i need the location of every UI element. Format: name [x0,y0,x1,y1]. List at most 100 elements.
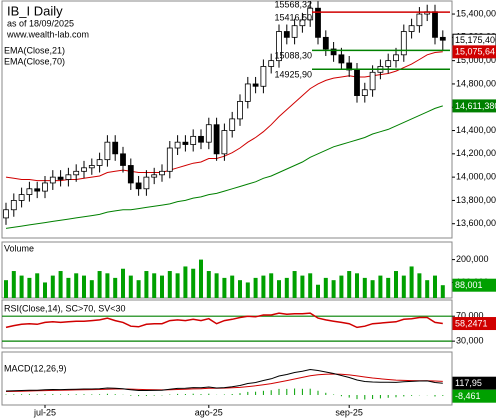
candle-body [276,31,282,62]
value-box [452,317,496,331]
candle-body [244,83,251,102]
candle-body [213,124,220,155]
y-tick-label: 13,800,000 [456,195,496,205]
candle-body [18,194,25,201]
candle-body [182,141,189,145]
volume-bar [409,266,414,298]
candle-body [322,36,329,50]
value-box [452,389,496,403]
candle-body [260,66,267,87]
volume-bar [97,271,102,298]
candle-body [393,54,399,62]
value-box-label: 117,95 [455,378,482,388]
volume-bar [128,275,133,298]
volume-bar [66,277,71,298]
candle-body [361,89,368,96]
volume-bar [160,275,164,298]
volume-bar [113,277,118,298]
volume-bar [362,277,367,298]
panel-frame [1,0,453,239]
volume-bar [347,271,352,298]
volume-bar [284,277,289,298]
panel-title: RSI(Close,14), SC>70, SV<30 [4,303,126,313]
volume-bar [183,266,188,298]
volume-bar [425,280,430,298]
value-box [452,278,496,292]
candle-body [237,101,243,120]
volume-bar [440,285,445,298]
candle-body [432,11,438,38]
chart-title: IB_I Daily [7,3,63,18]
candle-body [166,147,173,172]
candle-body [3,209,9,219]
candle-body [120,153,126,166]
volume-bar [331,280,336,298]
y-tick-label: 13,600,000 [456,218,496,228]
volume-bar [370,280,375,298]
volume-bar [238,280,242,298]
volume-bar [316,284,320,298]
value-box-label: 58,2471 [455,318,488,328]
candle-body [174,141,181,149]
candle-body [127,165,134,184]
candle-body [330,48,337,56]
panel-frame [1,351,453,406]
volume-bar [89,280,94,298]
y-tick-label: 15,400,000 [456,8,496,18]
candle-body [315,7,321,38]
volume-bar [121,268,125,298]
volume-bar [199,259,203,298]
level-label: 15088,30 [274,51,312,61]
value-box [452,45,496,59]
macd-line [5,368,443,392]
peak-label: 15568,32 [274,0,312,9]
candle-body [135,182,142,190]
y-tick-label: 15,000,000 [456,55,496,65]
source: www.wealth-lab.com [6,29,89,39]
panel-frame [1,241,453,299]
candle-body [104,141,111,161]
level-label: 15416,50 [274,12,312,22]
y-tick-label: 200,000 [456,254,489,264]
volume-bar [4,280,8,298]
candle-body [65,174,72,180]
candle-body [416,13,423,27]
candle-body [73,170,80,176]
volume-bar [417,273,422,298]
rsi-line [5,312,443,329]
volume-bar [206,271,211,298]
volume-bar [167,271,172,298]
candle-body [221,130,228,155]
y-tick-label: 14,400,000 [456,125,496,135]
volume-bar [175,273,180,298]
value-box [452,99,496,113]
candle-body [34,188,41,192]
x-tick-label: sep-25 [335,407,363,417]
value-box-label: 88,001 [455,280,483,290]
panel-title: Volume [4,243,34,253]
candle-body [408,25,415,32]
volume-bar [152,273,157,298]
candle-body [190,135,197,145]
volume-bar [308,273,313,298]
volume-bar [35,273,40,298]
panel-frame [1,299,453,349]
volume-bar [269,273,274,298]
legend-entry: EMA(Close,70) [4,56,65,66]
volume-bar [11,271,16,298]
volume-bar [323,277,328,298]
candle-body [252,83,259,87]
y-tick-label: 30,000 [456,336,484,346]
volume-bar [58,271,63,298]
volume-bar [245,282,250,298]
candle-body [151,174,158,178]
candle-body [81,167,87,172]
candle-body [159,170,165,176]
volume-bar [277,280,281,298]
volume-bar [222,277,227,298]
x-tick-label: ago-25 [195,407,223,417]
volume-bar [401,275,406,298]
candle-body [439,36,446,41]
